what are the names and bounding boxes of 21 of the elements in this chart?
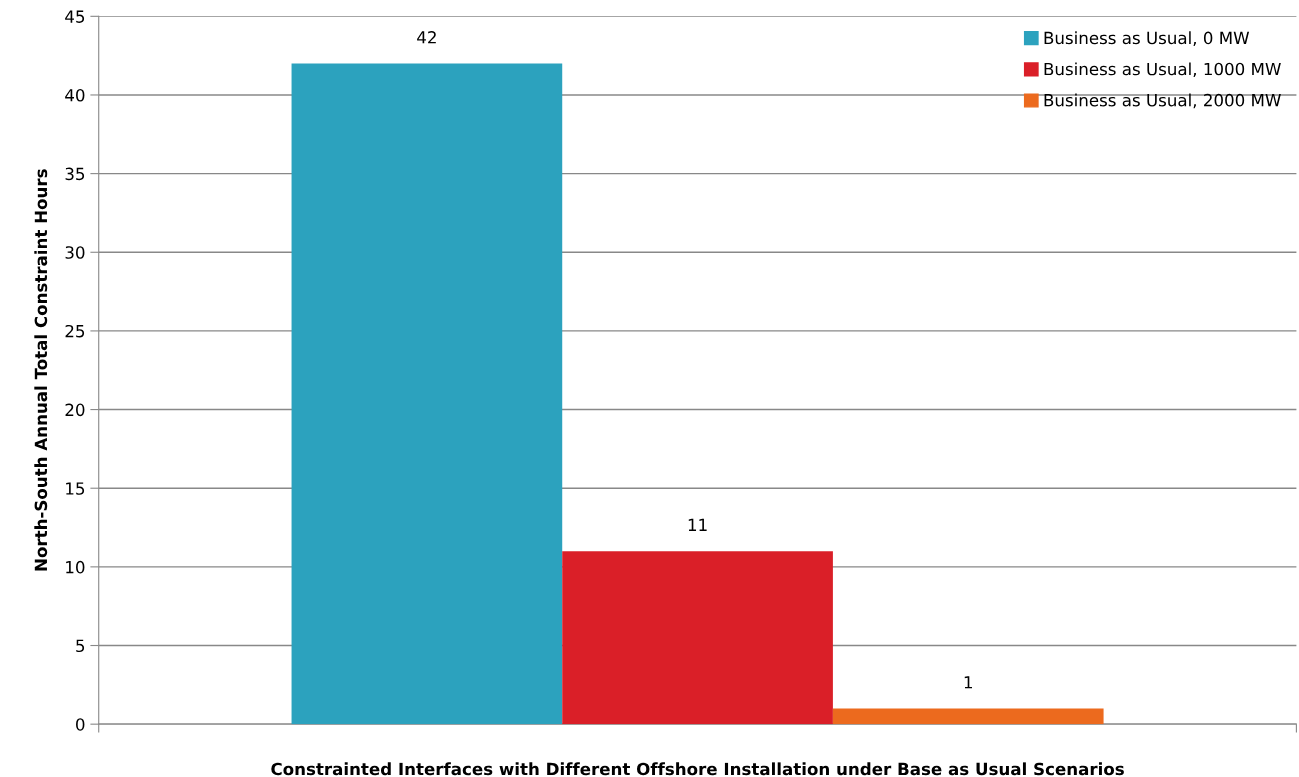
y-tick-label: 25: [65, 324, 85, 338]
bar: [562, 551, 833, 725]
y-tick-label: 5: [76, 639, 85, 653]
data-label: 42: [417, 31, 436, 44]
x-axis-title: Constrainted Interfaces with Different Offshore Installation under Base as Usual Scenarios: [271, 762, 1124, 776]
legend-label: Business as Usual, 0 MW: [1044, 31, 1250, 46]
legend-label: Business as Usual, 1000 MW: [1044, 62, 1281, 78]
y-tick-label: 30: [65, 246, 85, 259]
y-tick-label: 40: [65, 88, 85, 102]
y-tick-label: 10: [66, 560, 85, 574]
y-tick-label: 35: [65, 167, 85, 181]
y-tick-label: 15: [66, 482, 85, 495]
y-axis-title: North-South Annual Total Constraint Hours: [34, 169, 48, 571]
data-label: 11: [688, 518, 707, 531]
bar: [291, 63, 563, 725]
y-tick-label: 20: [65, 403, 85, 417]
y-tick-label: 45: [65, 10, 85, 23]
y-tick-label: 0: [76, 718, 85, 731]
legend-label: Business as Usual, 2000 MW: [1044, 93, 1281, 109]
bar: [832, 708, 1104, 725]
data-label: 1: [964, 676, 972, 689]
